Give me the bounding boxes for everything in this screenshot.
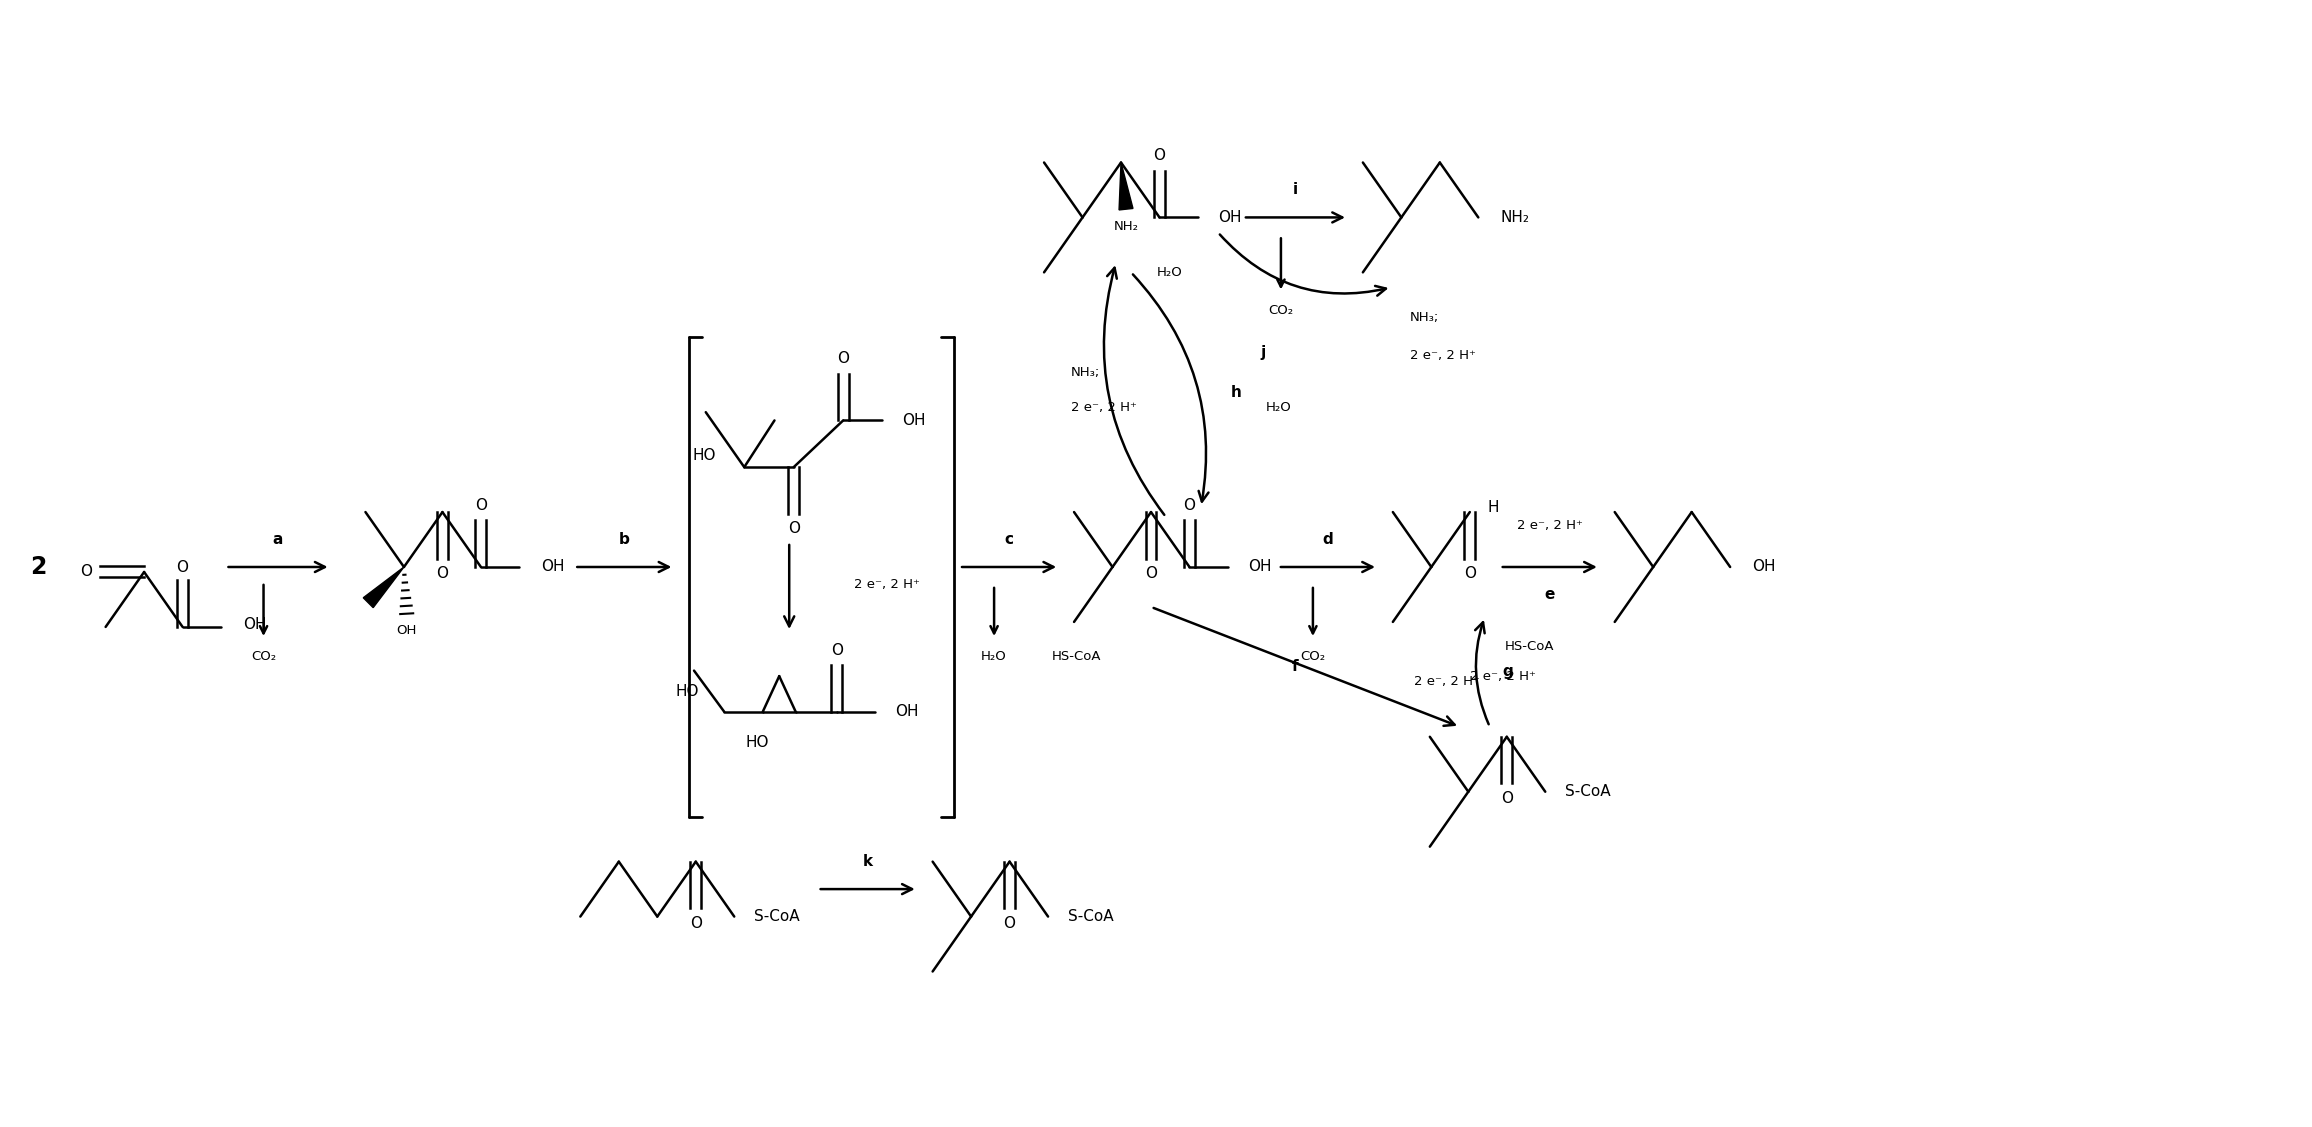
Text: 2 e⁻, 2 H⁺: 2 e⁻, 2 H⁺ xyxy=(1070,401,1138,414)
Text: CO₂: CO₂ xyxy=(1269,304,1292,317)
Text: H₂O: H₂O xyxy=(1267,401,1292,414)
Text: OH: OH xyxy=(243,618,266,632)
Text: HS-CoA: HS-CoA xyxy=(1052,650,1101,664)
Text: O: O xyxy=(689,916,703,931)
Text: O: O xyxy=(81,565,92,579)
Text: OH: OH xyxy=(541,559,564,575)
Text: j: j xyxy=(1260,345,1265,360)
Text: O: O xyxy=(788,522,800,536)
Text: OH: OH xyxy=(1218,210,1242,225)
Text: HO: HO xyxy=(675,684,698,700)
Text: S-CoA: S-CoA xyxy=(754,909,800,924)
Text: O: O xyxy=(437,566,449,582)
Text: k: k xyxy=(862,853,872,869)
Text: e: e xyxy=(1544,587,1556,603)
Text: NH₂: NH₂ xyxy=(1114,220,1138,232)
Polygon shape xyxy=(1119,162,1133,210)
Text: 2: 2 xyxy=(30,554,46,579)
Text: H: H xyxy=(1489,499,1498,515)
Text: O: O xyxy=(1184,498,1195,513)
Text: CO₂: CO₂ xyxy=(1299,650,1325,664)
Text: OH: OH xyxy=(1752,559,1776,575)
Text: O: O xyxy=(1463,566,1475,582)
Text: H₂O: H₂O xyxy=(1158,266,1184,278)
Text: O: O xyxy=(1003,916,1015,931)
Text: OH: OH xyxy=(902,412,925,428)
Text: 2 e⁻, 2 H⁺: 2 e⁻, 2 H⁺ xyxy=(1470,671,1535,683)
Text: a: a xyxy=(273,532,282,547)
Text: 2 e⁻, 2 H⁺: 2 e⁻, 2 H⁺ xyxy=(1410,348,1475,362)
Text: HS-CoA: HS-CoA xyxy=(1505,640,1554,654)
Polygon shape xyxy=(363,567,405,607)
Text: HO: HO xyxy=(747,735,770,749)
Text: O: O xyxy=(1144,566,1156,582)
Text: OH: OH xyxy=(398,624,416,637)
Text: NH₃;: NH₃; xyxy=(1410,311,1438,323)
Text: O: O xyxy=(176,560,190,575)
Text: CO₂: CO₂ xyxy=(252,650,275,664)
Text: 2 e⁻, 2 H⁺: 2 e⁻, 2 H⁺ xyxy=(1517,518,1584,532)
Text: O: O xyxy=(830,642,844,658)
Text: HO: HO xyxy=(694,447,717,463)
Text: O: O xyxy=(1500,791,1512,806)
Text: OH: OH xyxy=(895,704,918,719)
Text: g: g xyxy=(1503,664,1512,680)
Text: OH: OH xyxy=(1248,559,1272,575)
Text: d: d xyxy=(1322,532,1334,547)
Text: b: b xyxy=(620,532,629,547)
Text: NH₂: NH₂ xyxy=(1500,210,1528,225)
Text: 2 e⁻, 2 H⁺: 2 e⁻, 2 H⁺ xyxy=(1415,675,1480,689)
Text: f: f xyxy=(1292,659,1299,674)
Text: S-CoA: S-CoA xyxy=(1565,784,1611,799)
Text: h: h xyxy=(1230,384,1242,400)
Text: i: i xyxy=(1292,181,1297,197)
Text: c: c xyxy=(1006,532,1013,547)
Text: H₂O: H₂O xyxy=(980,650,1008,664)
Text: O: O xyxy=(1154,149,1165,163)
Text: O: O xyxy=(474,498,488,513)
Text: O: O xyxy=(837,352,849,366)
Text: 2 e⁻, 2 H⁺: 2 e⁻, 2 H⁺ xyxy=(853,578,920,592)
Text: NH₃;: NH₃; xyxy=(1070,366,1101,379)
Text: S-CoA: S-CoA xyxy=(1068,909,1114,924)
